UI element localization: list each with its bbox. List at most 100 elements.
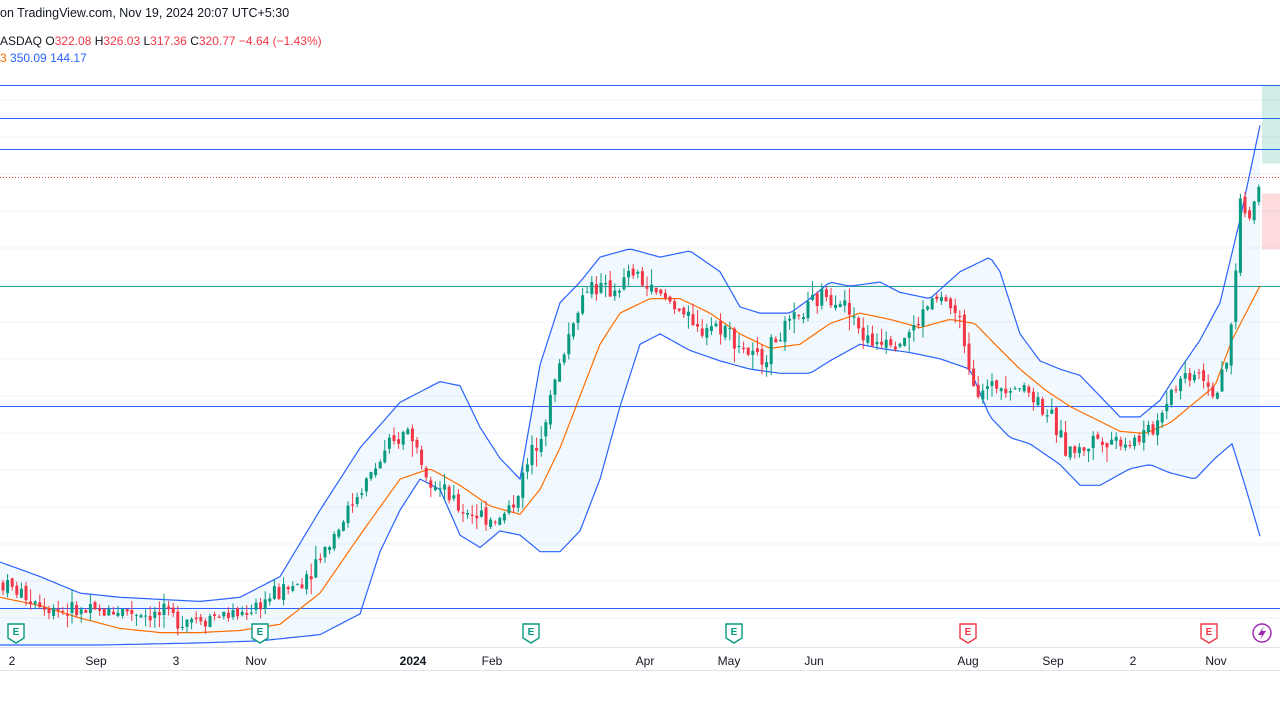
candle xyxy=(650,269,654,295)
candle xyxy=(723,324,727,341)
candle xyxy=(222,611,226,620)
candle xyxy=(801,312,805,324)
candle-body xyxy=(843,300,847,306)
candle xyxy=(594,276,598,301)
candle xyxy=(134,613,138,627)
candle-body xyxy=(935,296,939,300)
candle-body xyxy=(47,608,51,614)
earnings-marker[interactable]: E xyxy=(725,623,743,644)
candle-body xyxy=(19,588,23,598)
candle xyxy=(981,383,985,404)
candle xyxy=(967,332,971,375)
candle xyxy=(516,495,520,513)
candle-body xyxy=(355,497,359,504)
candle-body xyxy=(29,601,33,605)
candle-body xyxy=(1128,445,1132,447)
candle xyxy=(447,484,451,504)
candle xyxy=(654,287,658,295)
candle xyxy=(180,615,184,631)
candle xyxy=(696,310,700,333)
candle-body xyxy=(139,615,143,618)
earnings-icon xyxy=(7,623,25,644)
candle xyxy=(130,600,134,621)
candle-body xyxy=(1197,372,1201,374)
candle xyxy=(194,611,198,624)
candle-body xyxy=(208,615,212,628)
candle xyxy=(493,520,497,526)
candle-body xyxy=(608,280,612,297)
candle-body xyxy=(79,609,83,614)
candle xyxy=(576,311,580,330)
candle-body xyxy=(806,301,810,319)
candle xyxy=(972,359,976,387)
candle-body xyxy=(631,268,635,276)
candle-body xyxy=(452,495,456,499)
candle-body xyxy=(1183,373,1187,379)
candle xyxy=(452,485,456,502)
candle xyxy=(507,500,511,516)
candle xyxy=(254,598,258,615)
candle-body xyxy=(489,519,493,527)
earnings-marker[interactable]: E xyxy=(959,623,977,644)
lightning-icon[interactable] xyxy=(1252,623,1272,643)
earnings-marker[interactable]: E xyxy=(1200,623,1218,644)
candle xyxy=(245,605,249,621)
candle-body xyxy=(88,604,92,613)
candle xyxy=(806,291,810,322)
candle-body xyxy=(659,289,663,294)
candle xyxy=(990,373,994,397)
high-label: H xyxy=(94,34,104,48)
candle xyxy=(553,378,557,403)
candle xyxy=(1183,360,1187,384)
candle-body xyxy=(760,349,764,365)
change-value: −4.64 (−1.43%) xyxy=(238,34,322,48)
candle xyxy=(663,289,667,301)
candle-body xyxy=(852,316,856,318)
candle-body xyxy=(769,337,773,365)
earnings-marker[interactable]: E xyxy=(522,623,540,644)
candle-body xyxy=(479,510,483,517)
candle-body xyxy=(1123,444,1127,448)
candle xyxy=(1105,442,1109,462)
time-axis-label: May xyxy=(717,654,741,668)
earnings-icon xyxy=(725,623,743,644)
candle xyxy=(291,581,295,593)
candle xyxy=(755,337,759,356)
candle-body xyxy=(323,547,327,558)
candle-body xyxy=(599,282,603,293)
candle-body xyxy=(732,328,736,349)
time-axis-label: 2 xyxy=(1129,654,1137,668)
time-axis[interactable]: 2 Sep 3 Nov 2024 Feb Apr May Jun Aug Sep 2 Nov xyxy=(0,648,1280,670)
candle-body xyxy=(1087,448,1091,452)
candle-body xyxy=(102,608,106,616)
candle xyxy=(351,493,355,513)
candle xyxy=(79,606,83,623)
candle-body xyxy=(677,308,681,311)
candle xyxy=(88,594,92,621)
candle xyxy=(1215,391,1219,400)
candle xyxy=(525,458,529,480)
candle xyxy=(1027,384,1031,398)
candle-body xyxy=(778,340,782,342)
candle xyxy=(824,286,828,302)
earnings-marker[interactable]: E xyxy=(7,623,25,644)
candle-body xyxy=(346,505,350,524)
candle-body xyxy=(1179,378,1183,392)
candle xyxy=(567,322,571,360)
candle xyxy=(1068,446,1072,461)
earnings-marker[interactable]: E xyxy=(251,623,269,644)
candle-body xyxy=(272,586,276,599)
candle-body xyxy=(374,468,378,476)
candle xyxy=(571,322,575,340)
time-axis-label: Nov xyxy=(1205,654,1227,668)
candle xyxy=(645,276,649,297)
candle-body xyxy=(180,626,184,628)
candle xyxy=(1064,420,1068,457)
candle xyxy=(774,336,778,343)
candle-body xyxy=(788,318,792,321)
candle xyxy=(75,601,79,618)
candle xyxy=(121,608,125,619)
candle-body xyxy=(84,610,88,613)
candle xyxy=(397,432,401,449)
